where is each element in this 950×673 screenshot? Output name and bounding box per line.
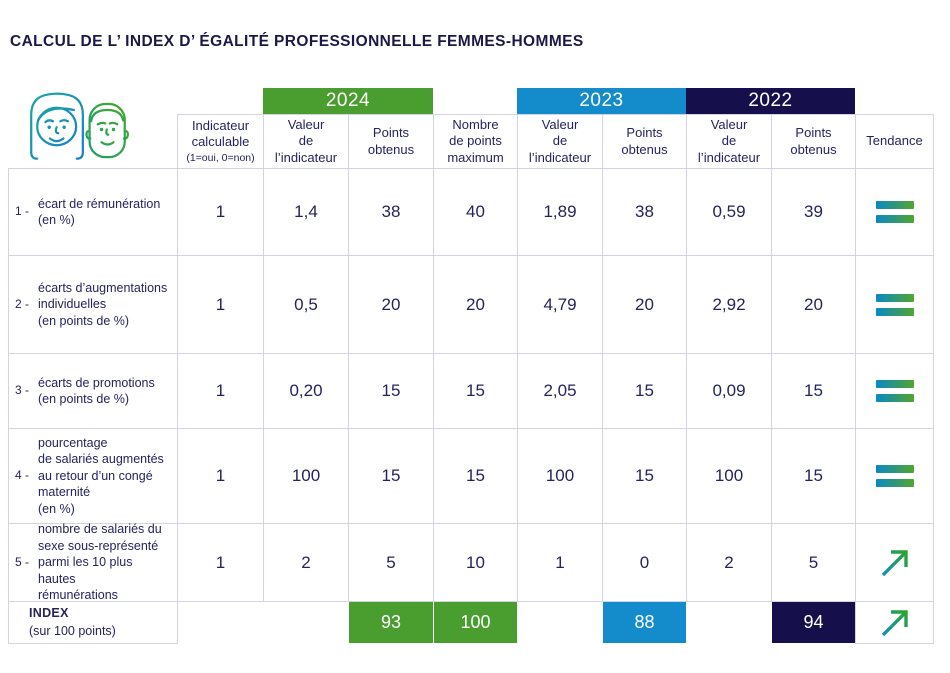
row-label-text: pourcentage de salariés augmentés au ret… [38, 435, 164, 516]
col-header-calculable-note: (1=oui, 0=non) [186, 151, 255, 164]
row-number: 2 - [15, 296, 30, 311]
table-cell: 1 [177, 255, 264, 354]
row-number: 3 - [15, 383, 30, 398]
table-cell: 20 [433, 255, 518, 354]
row-label-text: écarts d’augmentations individuelles (en… [38, 280, 168, 328]
table-cell: 10 [433, 523, 518, 602]
up-trend-icon [881, 549, 908, 576]
equal-trend-icon [875, 293, 914, 316]
table-cell: 38 [348, 168, 434, 256]
table-cell: 39 [771, 168, 856, 256]
table-cell: 1 [177, 523, 264, 602]
year-label-2022: 2022 [748, 90, 793, 111]
table-cell: 15 [348, 428, 434, 524]
table-cell: 15 [771, 428, 856, 524]
col-header-valeur-2022: Valeur de l’indicateur [686, 114, 772, 169]
trend-cell [855, 523, 934, 602]
table-cell: 2 [686, 523, 772, 602]
table-cell: 1 [177, 428, 264, 524]
index-points-2024: 93 [349, 602, 433, 643]
col-header-tendance: Tendance [855, 114, 934, 169]
table-cell: 5 [771, 523, 856, 602]
table-cell: 100 [263, 428, 349, 524]
table-cell: 20 [348, 255, 434, 354]
table-cell: 40 [433, 168, 518, 256]
table-cell: 20 [771, 255, 856, 354]
index-points-2022: 94 [772, 602, 855, 643]
table-cell: 0,59 [686, 168, 772, 256]
row-number: 1 - [15, 204, 30, 219]
equal-trend-icon [875, 465, 914, 487]
page-title: CALCUL DE L’ INDEX D’ ÉGALITÉ PROFESSION… [10, 33, 584, 50]
table-cell: 1,89 [517, 168, 603, 256]
table-cell: 20 [602, 255, 687, 354]
row-label: 5 - nombre de salariés du sexe sous-repr… [8, 522, 178, 603]
row-label: 1 - écart de rémunération (en %) [8, 168, 178, 256]
table-cell: 15 [433, 428, 518, 524]
table-cell: 1,4 [263, 168, 349, 256]
table-cell: 2 [263, 523, 349, 602]
col-header-valeur-2024: Valeur de l’indicateur [263, 114, 349, 169]
row-label-text: nombre de salariés du sexe sous-représen… [38, 522, 162, 603]
table-cell: 1 [177, 168, 264, 256]
col-header-calculable: Indicateur calculable (1=oui, 0=non) [177, 114, 264, 169]
year-band-2023: 2023 [517, 88, 686, 114]
col-header-points-2022: Points obtenus [771, 114, 856, 169]
row-label: 3 - écarts de promotions (en points de %… [8, 353, 178, 429]
col-header-points-2023: Points obtenus [602, 114, 687, 169]
table-cell: 2,92 [686, 255, 772, 354]
table-cell: 15 [771, 353, 856, 429]
trend-cell [855, 353, 934, 429]
row-label-text: écart de rémunération (en %) [38, 196, 161, 228]
col-header-points-2024: Points obtenus [348, 114, 434, 169]
equal-trend-icon [875, 380, 914, 402]
table-cell: 38 [602, 168, 687, 256]
table-cell: 0,20 [263, 353, 349, 429]
up-trend-icon [881, 609, 908, 636]
trend-cell [855, 255, 934, 354]
year-label-2024: 2024 [325, 90, 371, 111]
year-label-2023: 2023 [579, 90, 624, 111]
table-cell: 4,79 [517, 255, 603, 354]
year-band-2024: 2024 [263, 88, 433, 114]
row-label-text: écarts de promotions (en points de %) [38, 375, 155, 407]
table-cell: 15 [602, 353, 687, 429]
table-cell: 5 [348, 523, 434, 602]
index-points-max: 100 [434, 602, 517, 643]
col-header-valeur-2023: Valeur de l’indicateur [517, 114, 603, 169]
table-cell: 0 [602, 523, 687, 602]
col-header-points-max: Nombre de points maximum [433, 114, 518, 169]
row-label: 4 - pourcentage de salariés augmentés au… [8, 428, 178, 524]
index-row-label: INDEX (sur 100 points) [8, 601, 178, 644]
table-cell: 0,09 [686, 353, 772, 429]
table-cell: 15 [433, 353, 518, 429]
year-band-2022: 2022 [686, 88, 855, 114]
index-sublabel-text: (sur 100 points) [29, 623, 116, 638]
trend-cell [855, 428, 934, 524]
equal-trend-icon [875, 201, 914, 223]
table-cell: 100 [686, 428, 772, 524]
row-number: 5 - [15, 554, 30, 569]
table-cell: 15 [602, 428, 687, 524]
col-header-calculable-text: Indicateur calculable [191, 117, 250, 150]
woman-man-faces-icon [30, 92, 129, 160]
index-label-text: INDEX [29, 606, 69, 620]
table-cell: 1 [177, 353, 264, 429]
index-trend-cell [855, 601, 934, 644]
index-points-2023: 88 [603, 602, 686, 643]
table-cell: 0,5 [263, 255, 349, 354]
table-cell: 15 [348, 353, 434, 429]
row-number: 4 - [15, 468, 30, 483]
trend-cell [855, 168, 934, 256]
table-cell: 100 [517, 428, 603, 524]
row-label: 2 - écarts d’augmentations individuelles… [8, 255, 178, 354]
table-cell: 1 [517, 523, 603, 602]
table-cell: 2,05 [517, 353, 603, 429]
